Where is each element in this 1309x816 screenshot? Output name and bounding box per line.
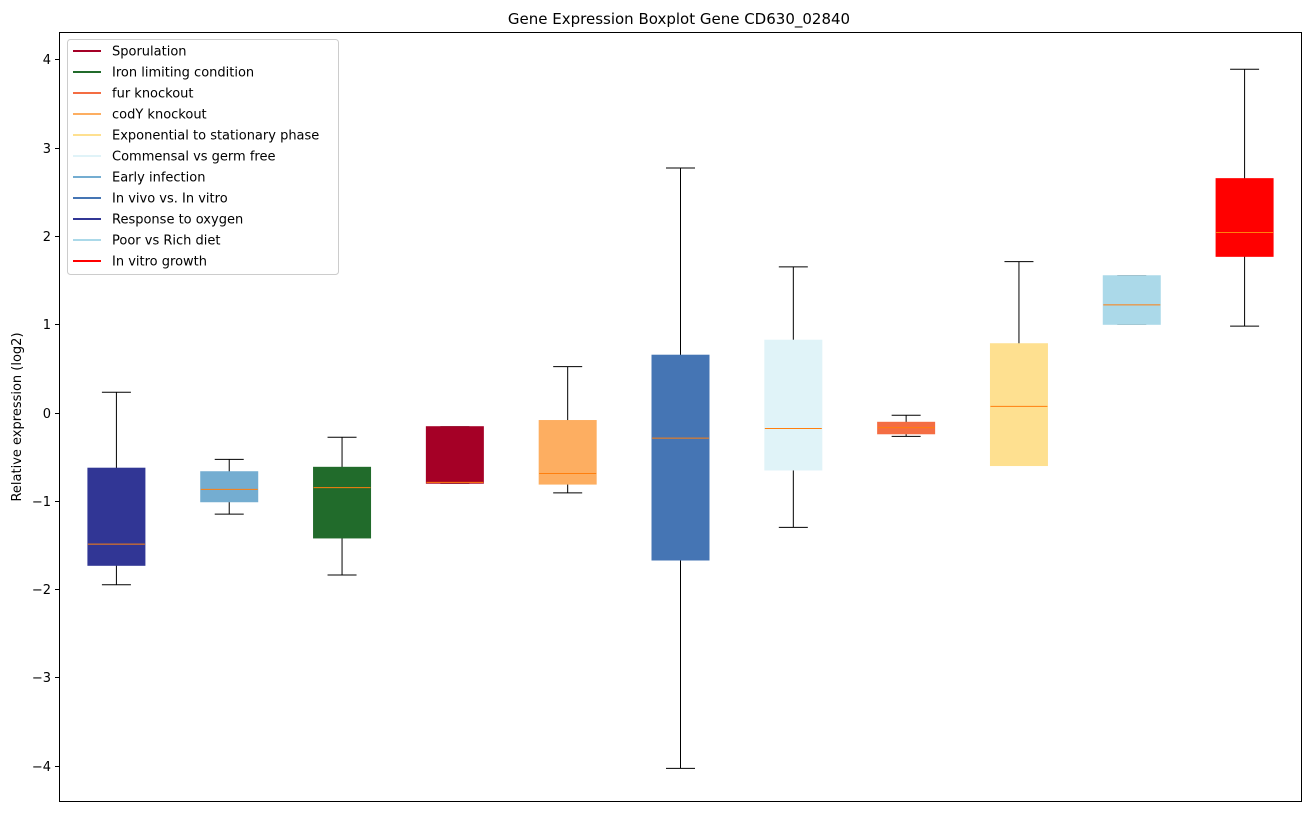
legend-label: Iron limiting condition: [112, 66, 254, 81]
legend-label: Commensal vs germ free: [112, 150, 275, 165]
box-group: [989, 261, 1048, 467]
box: [538, 420, 597, 485]
box-group: [1102, 275, 1161, 325]
legend-label: In vivo vs. In vitro: [112, 192, 228, 207]
box: [200, 471, 259, 503]
box: [989, 343, 1048, 467]
box-series: [87, 68, 1274, 769]
box-group: [764, 266, 823, 528]
y-axis-label: Relative expression (log2): [10, 332, 25, 501]
y-tick-label: 0: [43, 407, 51, 422]
box-group: [538, 366, 597, 494]
box: [425, 426, 484, 484]
box-group: [877, 414, 936, 437]
legend-label: fur knockout: [112, 87, 194, 102]
box-group: [1215, 68, 1274, 327]
y-tick-label: −3: [32, 671, 51, 686]
y-tick-label: −1: [32, 495, 51, 510]
legend-label: Poor vs Rich diet: [112, 234, 220, 249]
box: [1215, 178, 1274, 257]
box: [764, 339, 823, 471]
legend-label: Response to oxygen: [112, 213, 243, 228]
box-group: [313, 436, 372, 576]
chart-title: Gene Expression Boxplot Gene CD630_02840: [508, 10, 850, 29]
y-tick-label: −2: [32, 583, 51, 598]
box: [1102, 275, 1161, 325]
box: [651, 354, 710, 561]
legend-label: Early infection: [112, 171, 205, 186]
box-group: [87, 391, 146, 586]
y-axis: −4 −3 −2 −1 0 1 2 3 4: [32, 53, 60, 775]
y-tick-label: 2: [43, 230, 51, 245]
box-group: [425, 426, 484, 484]
y-tick-label: 4: [43, 53, 51, 68]
box-group: [200, 458, 259, 515]
y-tick-label: −4: [32, 760, 51, 775]
box: [313, 466, 372, 539]
legend: Sporulation Iron limiting condition fur kn…: [67, 39, 339, 275]
y-tick-label: 1: [43, 318, 51, 333]
plot-frame: [59, 32, 1302, 802]
legend-label: codY knockout: [112, 108, 207, 123]
legend-frame: [67, 39, 339, 275]
box-group: [651, 167, 710, 769]
y-tick-label: 3: [43, 142, 51, 157]
legend-label: In vitro growth: [112, 255, 207, 270]
legend-label: Sporulation: [112, 45, 187, 60]
legend-label: Exponential to stationary phase: [112, 129, 319, 144]
box: [87, 467, 146, 566]
